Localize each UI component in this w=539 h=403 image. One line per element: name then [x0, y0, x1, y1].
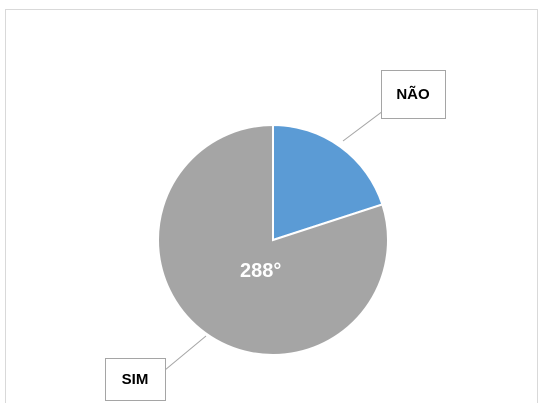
data-label: 288°: [240, 260, 281, 282]
leader-line: [164, 335, 207, 371]
callout-box: [381, 70, 446, 119]
leader-line: [342, 110, 384, 142]
pie-slice: [157, 123, 389, 356]
pie-slice: [272, 123, 384, 242]
callout-box: [105, 358, 166, 401]
category-label: SIM: [122, 371, 149, 388]
category-label: NÃO: [396, 85, 430, 103]
